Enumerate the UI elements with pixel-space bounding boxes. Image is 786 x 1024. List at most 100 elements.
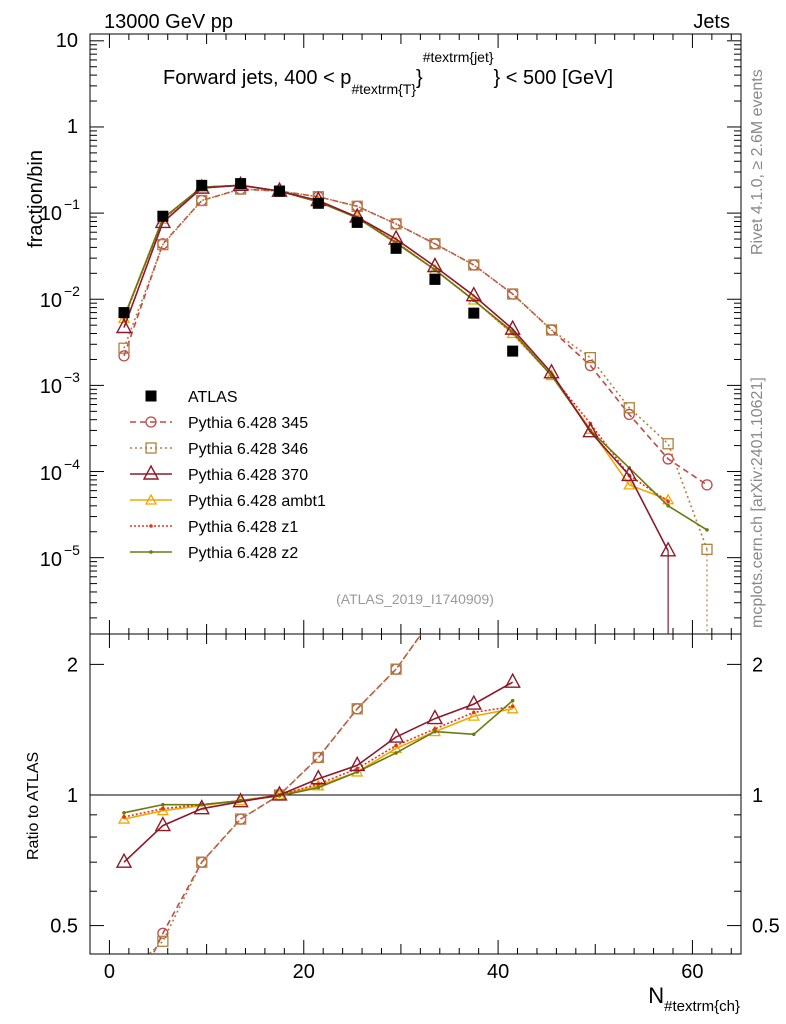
data-point bbox=[390, 242, 402, 254]
legend-label: Pythia 6.428 z1 bbox=[188, 519, 298, 536]
legend-entry-pythia-6-428-ambt1: Pythia 6.428 ambt1 bbox=[130, 493, 326, 510]
ratio-point bbox=[119, 972, 129, 982]
data-point bbox=[118, 342, 130, 354]
analysis-id: (ATLAS_2019_I1740909) bbox=[336, 591, 494, 607]
data-point bbox=[433, 267, 437, 272]
main-y-tick-labels: 10 1 10 −1 10 −2 10 −3 10 −4 10 −5 bbox=[40, 30, 80, 571]
legend-marker bbox=[145, 416, 157, 428]
x-axis-label: N#textrm{ch} bbox=[648, 983, 740, 1015]
ytick-label-1e-2: 10 bbox=[40, 290, 62, 312]
xtick-label: 40 bbox=[487, 961, 509, 983]
ratio-point bbox=[508, 502, 518, 512]
ratio-point bbox=[316, 785, 321, 790]
ratio-point bbox=[471, 732, 476, 737]
legend-marker bbox=[144, 493, 158, 505]
data-point bbox=[467, 293, 480, 305]
data-point bbox=[312, 197, 324, 209]
ratio-line-pythia-6-428-345 bbox=[152, 634, 423, 954]
data-point bbox=[584, 359, 597, 372]
ratio-point bbox=[469, 549, 479, 559]
legend-marker bbox=[149, 550, 153, 554]
ratio-point bbox=[467, 709, 480, 721]
ratio-series-pythia-6-428-346 bbox=[119, 502, 518, 982]
data-point bbox=[351, 216, 363, 228]
legend-entry-pythia-6-428-z2: Pythia 6.428 z2 bbox=[130, 545, 298, 562]
ratio-point bbox=[510, 704, 515, 709]
ratio-point bbox=[157, 927, 169, 939]
legend-entry-atlas: ATLAS bbox=[145, 389, 238, 406]
ytick-label-10: 10 bbox=[56, 30, 78, 52]
ratio-y-axis-label: Ratio to ATLAS bbox=[25, 752, 42, 860]
data-point bbox=[545, 369, 558, 381]
main-plot-frame bbox=[89, 33, 742, 635]
plot-title-prefix: Forward jets, 400 < p bbox=[163, 67, 351, 89]
ytick-label-1e-5: 10 bbox=[40, 549, 62, 571]
ratio-point bbox=[465, 694, 482, 710]
ratio-point bbox=[430, 610, 440, 620]
ratio-point bbox=[157, 935, 169, 947]
data-point bbox=[426, 257, 444, 273]
ratio-axis-ticks bbox=[90, 663, 741, 927]
ratio-point bbox=[508, 502, 518, 512]
data-point bbox=[196, 194, 208, 207]
data-point bbox=[623, 402, 635, 414]
ratio-ytick-label-left: 2 bbox=[67, 654, 78, 676]
ratio-point bbox=[506, 702, 519, 714]
legend-label: Pythia 6.428 370 bbox=[188, 467, 308, 484]
data-point bbox=[390, 218, 402, 230]
series-line-pythia-6-428-370 bbox=[123, 184, 669, 552]
ytick-exp-1e-4: −4 bbox=[64, 456, 80, 472]
legend: ATLAS Pythia 6.428 345 Pythia 6.428 346 Pyt… bbox=[130, 389, 326, 562]
ratio-ytick-label-left: 1 bbox=[67, 785, 78, 807]
ytick-label-1e-3: 10 bbox=[40, 376, 62, 398]
ratio-point bbox=[232, 792, 249, 808]
data-point bbox=[468, 259, 480, 271]
data-point bbox=[196, 194, 208, 207]
ratio-point bbox=[387, 727, 405, 743]
ratio-point bbox=[156, 804, 169, 816]
ratio-point bbox=[122, 815, 126, 819]
legend-label: ATLAS bbox=[188, 389, 238, 406]
ratio-line-pythia-6-428-346 bbox=[147, 634, 423, 954]
data-point bbox=[545, 324, 558, 336]
ratio-line-pythia-6-428-ambt1 bbox=[123, 708, 513, 820]
data-point bbox=[623, 408, 635, 421]
legend-label: Pythia 6.428 z2 bbox=[188, 545, 298, 562]
ratio-point bbox=[504, 672, 521, 688]
ratio-ytick-label-right: 0.5 bbox=[752, 916, 780, 938]
legend-label: Pythia 6.428 346 bbox=[188, 441, 308, 458]
ytick-exp-1e-3: −3 bbox=[64, 369, 80, 385]
data-point bbox=[429, 273, 441, 285]
data-point bbox=[504, 319, 521, 335]
ytick-exp-1e-1: −1 bbox=[64, 196, 80, 212]
ratio-series-pythia-6-428-345 bbox=[119, 502, 518, 1021]
ytick-exp-1e-2: −2 bbox=[64, 283, 80, 299]
ratio-point bbox=[394, 743, 398, 748]
data-point bbox=[157, 210, 169, 222]
ratio-point bbox=[119, 1011, 129, 1021]
ratio-point bbox=[193, 799, 210, 815]
ratio-series-pythia-6-428-370 bbox=[115, 672, 521, 868]
data-point bbox=[507, 345, 519, 357]
data-point bbox=[623, 478, 636, 490]
ratio-y-tick-labels: 0.5 0.5 1 1 2 2 bbox=[50, 654, 780, 937]
plot-title-brace: } bbox=[416, 67, 423, 89]
data-point bbox=[666, 499, 670, 504]
data-point bbox=[157, 239, 169, 251]
ratio-series-group bbox=[115, 502, 521, 1021]
data-point bbox=[118, 307, 130, 319]
ratio-point bbox=[433, 727, 437, 731]
ratio-point bbox=[312, 779, 325, 791]
legend-label: Pythia 6.428 ambt1 bbox=[188, 493, 326, 510]
data-point bbox=[543, 363, 560, 379]
header-jets: Jets bbox=[693, 11, 730, 33]
ratio-point bbox=[351, 703, 363, 715]
ratio-point bbox=[117, 812, 131, 824]
data-point bbox=[584, 351, 597, 364]
data-point bbox=[705, 528, 709, 532]
data-point bbox=[196, 179, 208, 191]
header-energy: 13000 GeV pp bbox=[104, 11, 233, 33]
xtick-label: 20 bbox=[293, 961, 315, 983]
legend-marker bbox=[145, 442, 157, 454]
data-point bbox=[115, 318, 133, 334]
